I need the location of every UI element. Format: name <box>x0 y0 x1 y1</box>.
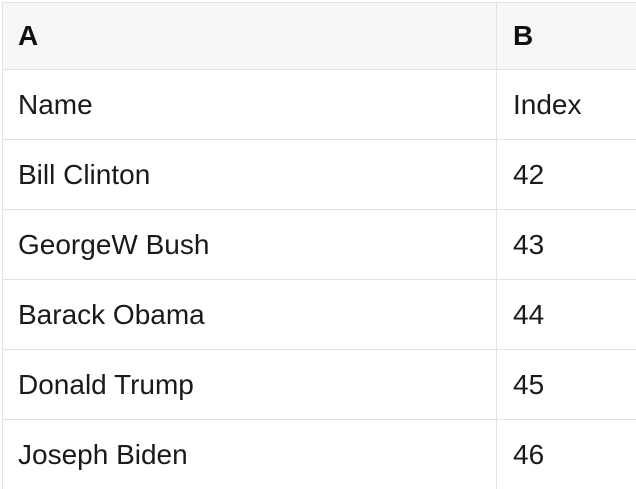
table-cell[interactable]: 46 <box>513 438 545 470</box>
column-header-b[interactable]: B <box>513 20 534 51</box>
column-header-row: A B <box>3 3 636 70</box>
table-cell[interactable]: Donald Trump <box>3 350 497 419</box>
table-cell[interactable]: Index <box>513 88 582 120</box>
table-cell[interactable]: Bill Clinton <box>3 140 497 209</box>
table-row: Name Index <box>3 70 636 140</box>
table-row: Donald Trump 45 <box>3 350 636 420</box>
table-cell[interactable]: Joseph Biden <box>3 420 497 489</box>
column-header-a[interactable]: A <box>3 3 497 69</box>
table-cell[interactable]: Name <box>3 70 497 139</box>
table-cell[interactable]: 42 <box>513 158 545 190</box>
table-cell[interactable]: GeorgeW Bush <box>3 210 497 279</box>
table-cell[interactable]: 43 <box>513 228 545 260</box>
table-cell[interactable]: 45 <box>513 368 545 400</box>
table-cell[interactable]: Barack Obama <box>3 280 497 349</box>
table-cell[interactable]: 44 <box>513 298 545 330</box>
table-row: Barack Obama 44 <box>3 280 636 350</box>
table-row: GeorgeW Bush 43 <box>3 210 636 280</box>
table-row: Joseph Biden 46 <box>3 420 636 489</box>
table-row: Bill Clinton 42 <box>3 140 636 210</box>
